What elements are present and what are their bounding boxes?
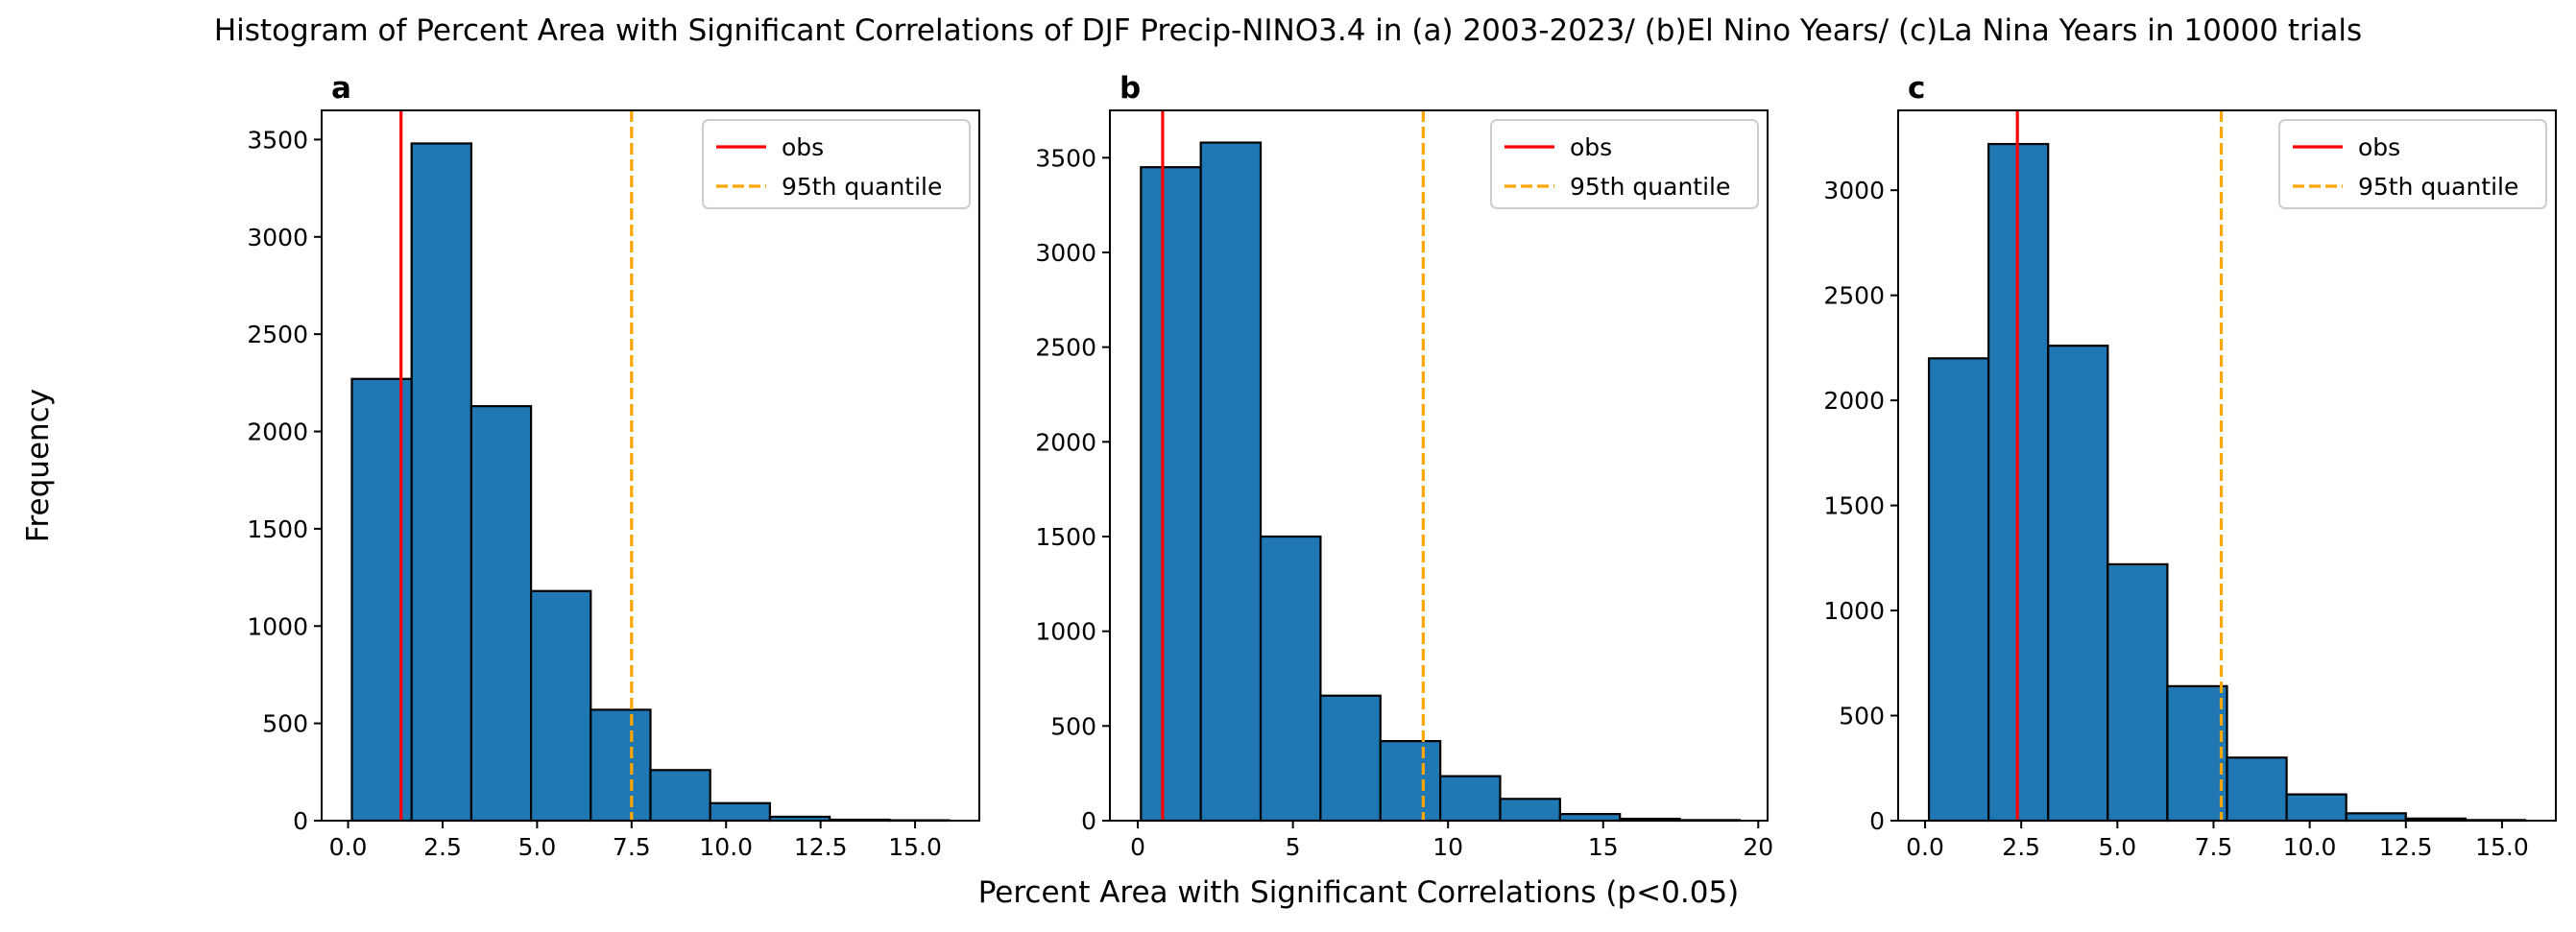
- y-tick-label: 3000: [1035, 239, 1096, 267]
- panel-label: a: [331, 71, 351, 106]
- y-tick-label: 500: [1839, 703, 1885, 730]
- y-tick-label: 2500: [1035, 334, 1096, 362]
- x-tick-label: 0.0: [329, 833, 368, 861]
- y-tick-label: 1500: [1823, 492, 1885, 520]
- histogram-bar: [2107, 562, 2169, 823]
- x-tick-label: 10.0: [699, 833, 753, 861]
- legend: obs 95th quantile: [2278, 119, 2547, 209]
- histogram-bar: [649, 769, 711, 823]
- legend-quantile-label: 95th quantile: [782, 173, 942, 201]
- legend-box: [1490, 119, 1759, 209]
- histogram-bar: [1379, 740, 1442, 823]
- histogram-bar: [1558, 812, 1622, 823]
- histogram-bar: [1319, 694, 1382, 823]
- x-tick-label: 0: [1130, 833, 1145, 861]
- y-tick-label: 2000: [247, 418, 308, 446]
- panel-label: b: [1119, 71, 1141, 106]
- legend-obs-label: obs: [782, 133, 824, 161]
- x-tick-label: 7.5: [613, 833, 651, 861]
- legend-quantile-label: 95th quantile: [1570, 173, 1730, 201]
- legend-quantile-label: 95th quantile: [2358, 173, 2518, 201]
- histogram-bar: [469, 405, 533, 823]
- y-tick-label: 0: [293, 807, 308, 835]
- x-tick-label: 15: [1588, 833, 1619, 861]
- histogram-bar: [1927, 357, 1990, 823]
- y-tick-label: 2500: [247, 321, 308, 348]
- x-tick-label: 5.0: [518, 833, 557, 861]
- y-tick-label: 1000: [1823, 597, 1885, 625]
- panel-b: 0 5 10 15 20 0 500 1000 1500 2000 2500 3000 3500 b obs…: [1035, 71, 1773, 861]
- histogram-bar: [709, 801, 772, 823]
- y-tick-label: 2500: [1823, 282, 1885, 310]
- histogram-bar: [2047, 345, 2109, 823]
- y-tick-label: 3000: [1823, 177, 1885, 204]
- y-tick-label: 2000: [1035, 428, 1096, 456]
- histogram-bar: [590, 708, 652, 823]
- y-tick-label: 1500: [247, 515, 308, 543]
- x-tick-label: 2.5: [423, 833, 462, 861]
- histogram-bar: [410, 142, 472, 823]
- histogram-bar: [350, 377, 413, 823]
- x-tick-label: 5.0: [2098, 833, 2136, 861]
- panel-label: c: [1908, 71, 1925, 106]
- axes-frame: [321, 109, 980, 822]
- legend-obs-label: obs: [2358, 133, 2400, 161]
- legend: obs 95th quantile: [1490, 119, 1759, 209]
- legend: obs 95th quantile: [702, 119, 971, 209]
- histogram-bar: [1439, 775, 1502, 823]
- y-tick-label: 3500: [1035, 144, 1096, 172]
- x-tick-label: 20: [1743, 833, 1773, 861]
- y-tick-label: 1000: [1035, 618, 1096, 646]
- histogram-bar: [1199, 141, 1263, 823]
- y-tick-label: 500: [1050, 712, 1096, 740]
- x-tick-label: 7.5: [2195, 833, 2233, 861]
- histogram-bar: [2345, 812, 2407, 823]
- x-tick-label: 15.0: [888, 833, 942, 861]
- panel-a: 0.0 2.5 5.0 7.5 10.0 12.5 15.0 0 500 1000 1500 2000…: [247, 71, 980, 861]
- x-tick-label: 12.5: [794, 833, 848, 861]
- histogram-bar: [2166, 684, 2228, 823]
- legend-box: [2278, 119, 2547, 209]
- x-tick-label: 2.5: [2002, 833, 2040, 861]
- legend-box: [702, 119, 971, 209]
- x-tick-label: 10.0: [2283, 833, 2337, 861]
- histogram-bar: [529, 589, 592, 823]
- histogram-bar: [1499, 798, 1561, 823]
- legend-obs-label: obs: [1570, 133, 1612, 161]
- x-tick-label: 10: [1432, 833, 1463, 861]
- axes-frame: [1897, 109, 2557, 822]
- y-tick-label: 500: [262, 710, 308, 738]
- panel-c: 0.0 2.5 5.0 7.5 10.0 12.5 15.0 0 500 1000 1500 2000…: [1823, 71, 2557, 861]
- histogram-bar: [1140, 166, 1202, 823]
- x-tick-label: 15.0: [2475, 833, 2529, 861]
- x-tick-label: 0.0: [1906, 833, 1944, 861]
- figure-title: Histogram of Percent Area with Significa…: [213, 13, 2363, 48]
- y-tick-label: 0: [1081, 807, 1096, 835]
- x-tick-label: 12.5: [2379, 833, 2433, 861]
- x-tick-label: 5: [1286, 833, 1301, 861]
- y-tick-label: 3000: [247, 224, 308, 251]
- y-tick-label: 1500: [1035, 523, 1096, 551]
- y-tick-label: 3500: [247, 126, 308, 154]
- histogram-bar: [1259, 535, 1322, 823]
- histogram-bar: [2226, 756, 2288, 823]
- x-axis-label: Percent Area with Significant Correlatio…: [977, 875, 1740, 910]
- y-tick-label: 2000: [1823, 387, 1885, 415]
- y-tick-label: 0: [1869, 807, 1885, 835]
- axes-frame: [1109, 109, 1769, 822]
- histogram-bar: [2285, 793, 2347, 823]
- y-tick-label: 1000: [247, 612, 308, 640]
